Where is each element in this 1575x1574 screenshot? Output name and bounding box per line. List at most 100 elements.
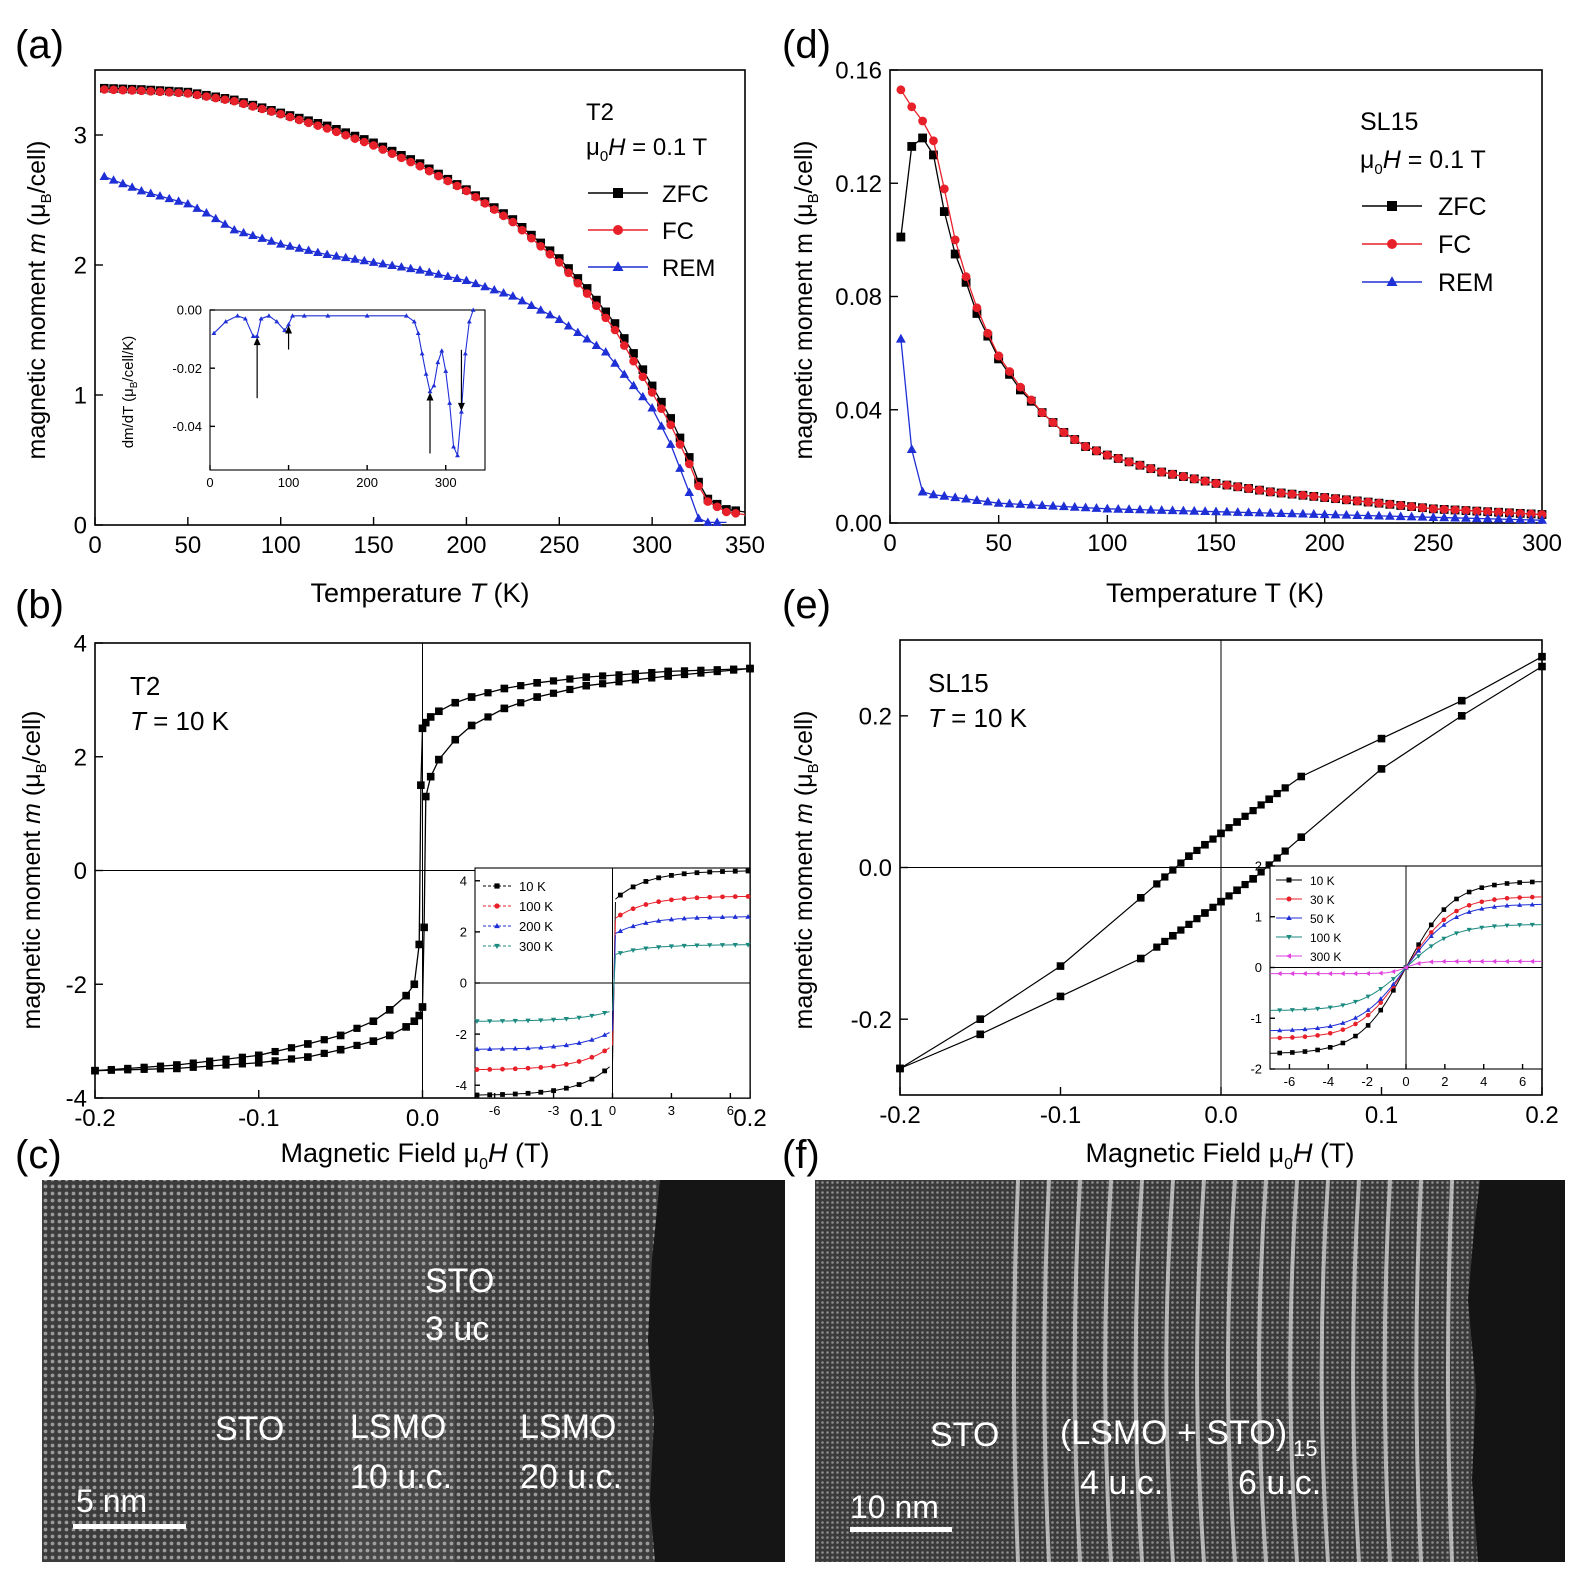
inset-point bbox=[707, 943, 713, 948]
loop-ascending-point bbox=[582, 682, 590, 690]
x-tick-label: 350 bbox=[725, 532, 765, 559]
x-tick-label: 100 bbox=[261, 532, 301, 559]
series-zfc-point bbox=[896, 232, 906, 242]
series-fc-point bbox=[1472, 506, 1482, 516]
series-rem-point bbox=[1352, 510, 1363, 519]
series-fc-point bbox=[192, 90, 202, 100]
series-zfc-point bbox=[918, 133, 927, 143]
loop-descending-point bbox=[1153, 880, 1161, 888]
series-rem-point bbox=[684, 487, 695, 496]
series-zfc-point bbox=[961, 277, 971, 287]
x-tick-label: 300 bbox=[1522, 530, 1562, 557]
series-fc-point bbox=[1200, 476, 1210, 486]
loop-ascending-point bbox=[435, 755, 443, 764]
loop-descending-point bbox=[533, 679, 541, 687]
stem-c-lsmo2-uc: 20 u.c. bbox=[520, 1458, 622, 1496]
series-fc-point bbox=[712, 502, 722, 512]
series-fc-point bbox=[415, 161, 425, 171]
series-rem-point bbox=[1211, 506, 1221, 516]
loop-ascending-point bbox=[1136, 954, 1145, 963]
stem-c-scalebar bbox=[73, 1524, 186, 1529]
loop-ascending-point bbox=[1153, 943, 1161, 951]
series-fc-point bbox=[462, 186, 471, 196]
inset-point bbox=[719, 943, 726, 948]
legend-label: REM bbox=[662, 255, 715, 282]
panel-a-ylabel: magnetic moment m (μB/cell) bbox=[23, 141, 55, 460]
legend-marker bbox=[613, 188, 623, 198]
series-fc-point bbox=[1428, 504, 1438, 514]
inset-point bbox=[630, 948, 636, 953]
series-fc-point bbox=[1081, 442, 1090, 451]
series-fc-point bbox=[183, 89, 193, 98]
series-zfc-point bbox=[647, 381, 657, 391]
series-rem-point bbox=[489, 285, 500, 294]
series-fc-point bbox=[536, 241, 546, 251]
inset-point bbox=[1517, 958, 1522, 964]
inset-point bbox=[1365, 1012, 1371, 1018]
inset-point bbox=[1378, 970, 1383, 976]
loop-ascending-point bbox=[1297, 833, 1306, 841]
loop-ascending-point bbox=[468, 721, 476, 730]
inset-dmdt-point bbox=[235, 313, 240, 318]
series-rem-point bbox=[238, 227, 249, 237]
inset-point bbox=[576, 1040, 582, 1045]
series-rem-point bbox=[220, 219, 230, 228]
loop-ascending-point bbox=[287, 1055, 296, 1063]
loop-ascending-point bbox=[420, 923, 428, 932]
inset-point bbox=[630, 884, 636, 890]
stem-c-vacuum bbox=[648, 1180, 785, 1562]
loop-ascending-point bbox=[599, 680, 607, 688]
series-rem-point bbox=[1134, 504, 1145, 514]
series-fc-point bbox=[1352, 496, 1362, 506]
inset-point bbox=[1416, 942, 1421, 947]
series-rem-point bbox=[1330, 509, 1341, 519]
loop-ascending-point bbox=[320, 1049, 328, 1057]
x-tick-label: 250 bbox=[539, 532, 579, 559]
inset-point bbox=[1302, 1026, 1308, 1032]
series-rem-point bbox=[99, 171, 110, 181]
inset-point bbox=[669, 872, 674, 878]
x-tick-label: 0 bbox=[609, 1103, 616, 1118]
y-tick-label: 0.00 bbox=[835, 511, 882, 538]
series-fc-point bbox=[489, 205, 499, 214]
series-zfc-point bbox=[601, 307, 611, 317]
series-rem-point bbox=[1156, 505, 1167, 514]
inset-arrow-head bbox=[253, 337, 261, 346]
loop-ascending-point bbox=[1161, 937, 1169, 946]
x-tick-label: 250 bbox=[1413, 530, 1453, 557]
y-tick-label: 0.00 bbox=[177, 303, 202, 318]
inset-point bbox=[1315, 1033, 1320, 1038]
inset-curve-neg bbox=[476, 1032, 610, 1050]
inset-point bbox=[1453, 958, 1459, 964]
loop-descending-point bbox=[582, 673, 590, 681]
series-fc-point bbox=[1092, 446, 1101, 456]
inset-point bbox=[656, 875, 662, 881]
series-rem-point bbox=[1069, 501, 1080, 511]
series-rem-point bbox=[210, 213, 221, 223]
inset-dmdt-point bbox=[254, 333, 260, 338]
loop-ascending-point bbox=[156, 1065, 165, 1073]
inset-point bbox=[1378, 986, 1384, 992]
inset-point bbox=[1479, 899, 1485, 905]
inset-point bbox=[1479, 925, 1485, 931]
inset-point bbox=[1302, 971, 1307, 977]
loop-descending-point bbox=[418, 724, 427, 732]
series-rem-point bbox=[470, 278, 481, 288]
loop-ascending-point bbox=[1281, 847, 1289, 855]
loop-ascending-point bbox=[1377, 765, 1386, 773]
loop-ascending-point bbox=[238, 1060, 246, 1068]
inset-point bbox=[525, 1090, 531, 1096]
series-fc-point bbox=[1189, 474, 1199, 484]
series-fc-point bbox=[564, 268, 573, 278]
inset-point bbox=[681, 915, 687, 921]
loop-descending-point bbox=[1377, 734, 1386, 743]
inset-point bbox=[1277, 971, 1282, 977]
series-rem-point bbox=[118, 178, 128, 188]
inset-legend-label: 300 K bbox=[1310, 950, 1341, 964]
inset-point bbox=[589, 1076, 595, 1082]
series-fc-point bbox=[554, 258, 564, 267]
series-rem-point bbox=[1254, 507, 1265, 517]
loop-descending-point bbox=[417, 781, 425, 789]
plot-e: -0.2 -0.1 0.0 0.1 0.2 -0.2 0.0 0.2 -6 -4 -2 0 2 4 6 -2 -… bbox=[851, 639, 1559, 1129]
loop-descending-point bbox=[386, 1006, 394, 1014]
